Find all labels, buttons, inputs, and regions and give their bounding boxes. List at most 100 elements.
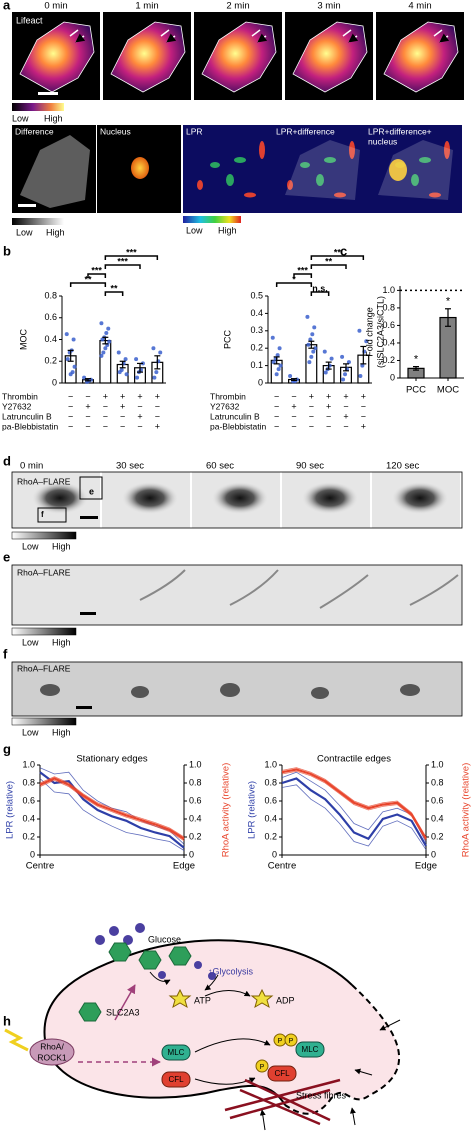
y-tick-label: 1.0 xyxy=(264,759,277,769)
diagram-label: MLC xyxy=(302,1045,319,1054)
model-diagram-shape xyxy=(194,961,202,969)
model-diagram-shape xyxy=(138,950,162,970)
panel-label: f xyxy=(3,646,8,661)
y-tick-label: 0.4 xyxy=(22,813,35,823)
error-band-line xyxy=(281,771,427,843)
treatment-sign: − xyxy=(103,421,108,431)
image-label: RhoA–FLARE xyxy=(17,476,71,486)
y-tick-label: 0.8 xyxy=(44,290,57,300)
treatment-sign: − xyxy=(120,411,125,421)
channel-images-shape xyxy=(183,216,241,223)
image-label: Nucleus xyxy=(100,126,131,136)
treatment-sign: + xyxy=(120,401,125,411)
treatment-sign: + xyxy=(155,421,160,431)
model-diagram-shape xyxy=(224,1078,341,1126)
model-diagram-shape xyxy=(161,1044,191,1061)
y-tick-label: 0 xyxy=(431,849,436,859)
y-tick-label: 0.6 xyxy=(431,795,444,805)
rhoa-images-shape xyxy=(11,471,463,529)
data-point xyxy=(288,374,293,379)
significance-bracket xyxy=(293,273,313,278)
panel-label: h xyxy=(3,1013,11,1028)
data-point xyxy=(124,372,129,377)
time-label: 3 min xyxy=(317,1,340,12)
diagram-label: MLC xyxy=(168,1048,185,1057)
model-diagram-shape xyxy=(194,1077,256,1085)
channel-images-shape xyxy=(18,204,36,207)
rhoa-images-shape xyxy=(40,683,420,699)
treatment-sign: + xyxy=(291,401,296,411)
treatment-sign: − xyxy=(361,401,366,411)
x-tick-label: Edge xyxy=(415,861,437,872)
channel-images-shape xyxy=(20,135,90,208)
treatment-sign: − xyxy=(137,401,142,411)
data-point xyxy=(71,337,76,342)
channel-images-shape xyxy=(429,192,441,198)
rhoa-images-shape xyxy=(80,612,96,615)
significance-bracket xyxy=(87,273,107,278)
treatment-sign: + xyxy=(361,391,366,401)
error-band-line xyxy=(39,767,185,845)
lifeact-images-shape xyxy=(38,92,58,95)
error-band-line xyxy=(39,778,185,851)
data-point xyxy=(329,356,334,361)
data-point xyxy=(306,342,311,347)
data-point xyxy=(106,326,111,331)
model-diagram-shape xyxy=(349,1107,356,1126)
model-diagram-shape xyxy=(161,1071,191,1088)
data-point xyxy=(309,354,314,359)
data-point xyxy=(107,339,112,344)
rhoa-images-shape xyxy=(102,472,190,528)
treatment-sign: + xyxy=(343,391,348,401)
time-label: 60 sec xyxy=(206,461,234,472)
channel-images-shape xyxy=(226,174,234,186)
data-point xyxy=(100,337,105,342)
y-tick-label: 1.0 xyxy=(189,759,202,769)
data-point xyxy=(99,353,104,358)
image-label: Difference xyxy=(15,126,54,136)
rhoa-images-shape xyxy=(372,472,460,528)
scale-label: High xyxy=(52,727,71,737)
x-tick-label: Centre xyxy=(26,861,55,872)
data-point xyxy=(99,321,104,326)
y-tick-label: 0.8 xyxy=(382,302,395,312)
y-axis-label: LPR (relative) xyxy=(5,781,16,839)
diagram-label: ROCK1 xyxy=(37,1052,67,1062)
treatment-sign: − xyxy=(120,421,125,431)
channel-images-shape xyxy=(12,218,64,225)
rhoa-images-shape xyxy=(282,472,370,528)
model-diagram-shape xyxy=(229,1088,331,1120)
model-diagram-shape xyxy=(259,1109,266,1131)
data-point xyxy=(364,339,369,344)
data-point xyxy=(101,350,106,355)
treatment-sign: + xyxy=(120,391,125,401)
channel-images-shape xyxy=(259,141,265,159)
data-point xyxy=(274,372,279,377)
treatment-sign: − xyxy=(326,421,331,431)
panel-label: b xyxy=(3,243,11,258)
annotation: * xyxy=(446,296,451,308)
treatment-sign: − xyxy=(68,391,73,401)
channel-images-shape xyxy=(131,157,149,179)
channel-images-shape xyxy=(183,125,462,213)
rhoa-images-shape xyxy=(37,507,67,523)
treatment-sign: + xyxy=(309,391,314,401)
data-point xyxy=(271,360,276,365)
image-label: LPR xyxy=(186,126,203,136)
channel-images-shape xyxy=(419,157,431,163)
significance-bracket xyxy=(104,264,141,269)
data-point xyxy=(340,354,345,359)
significance-label: *** xyxy=(117,256,128,266)
image-label: LPR+difference xyxy=(276,126,335,136)
diagram-label: ↑Glycolysis xyxy=(208,966,254,976)
data-point xyxy=(68,372,73,377)
rhoa-images-shape xyxy=(40,684,60,696)
data-point xyxy=(154,370,159,375)
model-diagram-shape xyxy=(149,971,171,986)
lifeact-images-shape xyxy=(12,103,64,111)
treatment-sign: − xyxy=(291,391,296,401)
x-tick-label: MOC xyxy=(437,385,459,396)
scale-label: High xyxy=(52,541,71,551)
time-label: 120 sec xyxy=(386,461,420,472)
